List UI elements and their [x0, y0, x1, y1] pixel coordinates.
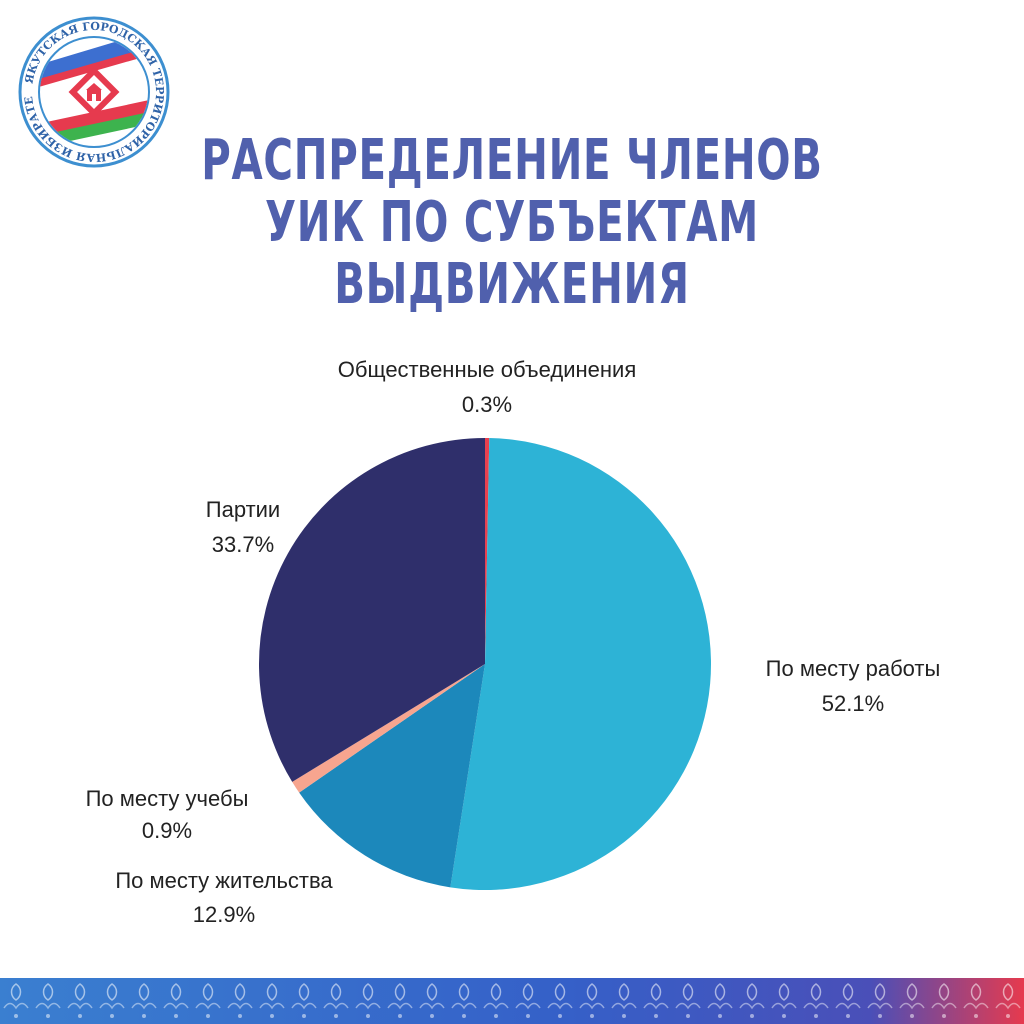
- pie-slice-4: [259, 438, 485, 782]
- title-line-2: УИК ПО СУБЪЕКТАМ: [264, 190, 760, 255]
- value-parties: 33.7%: [212, 532, 274, 557]
- pie-slice-0: [485, 438, 490, 664]
- pie-slice-2: [299, 664, 485, 888]
- pie-slices: [259, 438, 711, 890]
- pie-slice-3: [292, 664, 485, 793]
- value-study: 0.9%: [142, 818, 192, 843]
- election-commission-emblem-icon: [68, 66, 120, 118]
- title-line-1: РАСПРЕДЕЛЕНИЕ ЧЛЕНОВ: [201, 128, 823, 193]
- label-residence: По месту жительства: [115, 868, 333, 893]
- label-public-associations: Общественные объединения: [338, 357, 636, 382]
- commission-logo: ЯКУТСКАЯ ГОРОДСКАЯ ТЕРРИТОРИАЛЬНАЯ ИЗБИР…: [18, 16, 170, 168]
- value-public-associations: 0.3%: [462, 392, 512, 417]
- ornament-footer: [0, 978, 1024, 1024]
- pie-labels: Общественные объединения 0.3% По месту р…: [86, 357, 941, 927]
- pie-slice-1: [450, 438, 711, 890]
- label-parties: Партии: [206, 497, 280, 522]
- label-study: По месту учебы: [86, 786, 249, 811]
- value-workplace: 52.1%: [822, 691, 884, 716]
- label-workplace: По месту работы: [766, 656, 941, 681]
- title-line-3: ВЫДВИЖЕНИЯ: [334, 252, 690, 317]
- page-title: РАСПРЕДЕЛЕНИЕ ЧЛЕНОВ УИК ПО СУБЪЕКТАМ ВЫ…: [143, 130, 880, 316]
- value-residence: 12.9%: [193, 902, 255, 927]
